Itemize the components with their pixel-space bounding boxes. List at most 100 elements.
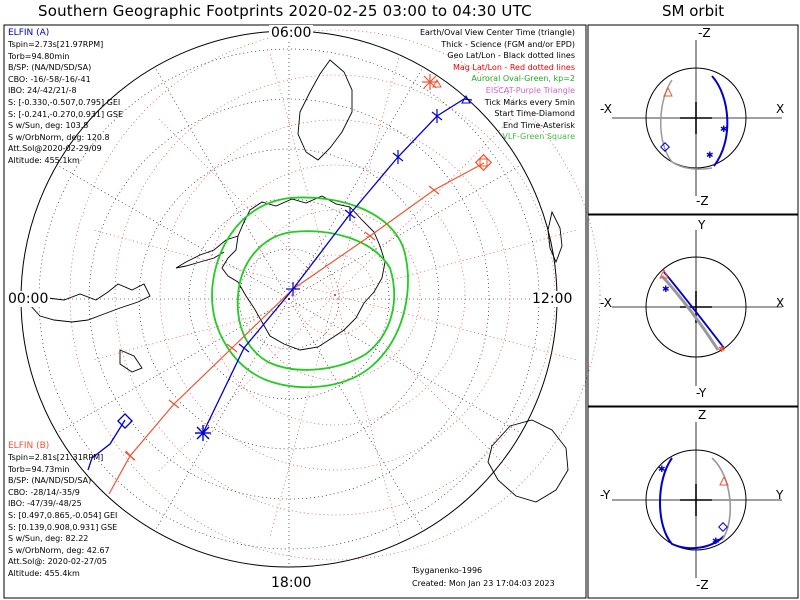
- elfin-b-tick: [428, 185, 440, 195]
- elfin-a-start-diamond: [117, 413, 133, 429]
- elfin-a-track-end: [463, 98, 473, 101]
- geo-longitude-line: [154, 66, 290, 300]
- mag-longitude-line: [334, 294, 400, 537]
- mag-latitude-circle: [69, 29, 601, 561]
- sm1-bottom-label: -Z: [696, 194, 709, 208]
- elfin-b-center-triangle: [432, 78, 442, 88]
- geo-longitude-line: [288, 298, 522, 434]
- elfin-b-line: S: [0.497,0.865,-0.054] GEI: [8, 510, 118, 520]
- sm-orbit-panel-1: ✱ ✱: [612, 40, 782, 196]
- mag-longitude-line: [334, 230, 577, 296]
- mag-longitude-line: [270, 294, 336, 537]
- elfin-b-line: Tspin=2.81s[21.31RPM]: [8, 453, 104, 462]
- legend-item: Earth/Oval View Center Time (triangle): [419, 28, 575, 37]
- sm-b-orbit-trace-3: [659, 457, 725, 550]
- model-credit: Tsyganenko-1996: [412, 566, 483, 575]
- mag-longitude-line: [158, 294, 336, 472]
- elfin-b-tick: [226, 343, 238, 353]
- sm-b-orbit-trace: [711, 75, 729, 167]
- elfin-a-line: Att.Sol@2020-02-29/09: [8, 144, 102, 154]
- time-label-top: 06:00: [269, 25, 314, 41]
- geo-latitude-circle: [238, 248, 340, 350]
- elfin-a-line: S w/Sun, deg: 103.8: [8, 121, 89, 131]
- sm3-left-label: -Y: [600, 488, 611, 502]
- elfin-b-vlf-square: [479, 158, 488, 167]
- elfin-a-line: CBO: -16/-58/-16/-41: [8, 74, 91, 84]
- elfin-a-line: S: [-0.330,-0.507,0.795] GEI: [8, 97, 121, 107]
- geo-longitude-line: [288, 298, 424, 532]
- legend-item: End Time-Asterisk: [502, 120, 575, 130]
- mag-longitude-line: [334, 118, 512, 296]
- auroral-oval-inner: [236, 230, 396, 371]
- created-credit: Created: Mon Jan 23 17:04:03 2023: [412, 579, 555, 588]
- svg-text:✱: ✱: [662, 285, 670, 295]
- legend-item: Start Time-Diamond: [494, 109, 575, 119]
- legend-item: Auroral Oval-Green, kp=2: [471, 74, 575, 84]
- legend-item: Geo Lat/Lon - Black dotted lines: [447, 51, 575, 61]
- svg-text:✱: ✱: [720, 125, 728, 135]
- geo-longitude-line: [154, 298, 290, 532]
- legend-item: VLF-Green Square: [502, 132, 575, 142]
- elfin-b-line: Att.Sol@: 2020-02-27/05: [8, 557, 107, 567]
- elfin-b-line: S w/OrbNorm, deg: 42.67: [8, 545, 110, 555]
- australia-coastline: [487, 419, 569, 503]
- new-zealand-coastline: [547, 210, 563, 264]
- geo-longitude-line: [288, 164, 522, 300]
- elfin-a-info: ELFIN (A) Tspin=2.73s[21.97RPM] Torb=94.…: [8, 27, 123, 167]
- elfin-a-line: S w/OrbNorm, deg: 120.8: [8, 132, 110, 142]
- elfin-b-line: S w/Sun, deg: 82.22: [8, 534, 89, 544]
- mag-longitude-line: [334, 53, 400, 296]
- svg-text:✱: ✱: [706, 151, 714, 161]
- mag-grid: [69, 29, 601, 561]
- elfin-a-line: Tspin=2.73s[21.97RPM]: [8, 40, 104, 49]
- elfin-a-tick-marks: [238, 109, 443, 353]
- sm2-left-label: -X: [600, 296, 612, 310]
- elfin-a-track: [87, 419, 126, 471]
- sm-orbit-panel-2: ✱ ✱: [612, 230, 782, 386]
- elfin-a-end-asterisk: [195, 425, 211, 441]
- elfin-b-start-diamond: [474, 153, 493, 172]
- elfin-b-line: S: [0.139,0.908,0.931] GSE: [8, 522, 118, 532]
- sm1-top-label: -Z: [698, 26, 711, 40]
- mag-longitude-line: [93, 294, 336, 360]
- elfin-b-tick: [124, 451, 136, 461]
- mag-latitude-circle: [204, 164, 466, 426]
- elfin-b-tick: [168, 399, 180, 409]
- mag-longitude-line: [93, 230, 336, 296]
- sm-a-orbit-trace-2: [660, 274, 720, 351]
- legend-item: Mag Lat/Lon - Red dotted lines: [452, 62, 575, 72]
- sm-panel-frame-3: [587, 406, 799, 599]
- elfin-b-tick-marks: [124, 185, 440, 461]
- sm-panel-frame-2: [587, 214, 799, 407]
- sm2-right-label: X: [776, 296, 785, 310]
- mag-latitude-circle: [294, 254, 376, 336]
- polar-map: [20, 29, 601, 568]
- elfin-a-line: IBO: 24/-42/21/-8: [8, 86, 77, 96]
- geo-latitude-circle: [138, 148, 440, 450]
- elfin-b-tick: [364, 231, 376, 241]
- elfin-b-line: Altitude: 455.4km: [8, 568, 80, 578]
- elfin-b-track: [108, 162, 485, 495]
- auroral-oval-outer: [211, 196, 409, 389]
- legend: Earth/Oval View Center Time (triangle) T…: [420, 27, 575, 143]
- sm-orbit-panel-3: ✱ ✱: [612, 422, 782, 578]
- antarctic-peninsula: [175, 235, 239, 269]
- sm3-bottom-label: -Z: [696, 578, 709, 592]
- elfin-a-line: S: [-0.241,-0.270,0.931] GSE: [8, 109, 123, 119]
- sm3-right-label: Y: [776, 488, 784, 502]
- elfin-a-line: Altitude: 455.1km: [8, 155, 80, 165]
- svg-text:✱: ✱: [718, 345, 726, 355]
- elfin-b-line: Torb=94.73min: [8, 464, 70, 474]
- elfin-b-line: B/SP: (NA/ND/SD/SA): [8, 476, 92, 486]
- elfin-b-name: ELFIN (B): [8, 441, 50, 451]
- time-label-right: 12:00: [530, 291, 575, 307]
- sm2-top-label: Y: [698, 218, 706, 232]
- geo-longitude-line: [288, 66, 424, 300]
- elfin-a-line: B/SP: (NA/ND/SD/SA): [8, 63, 92, 73]
- tierra-del-fuego: [119, 349, 143, 373]
- sm2-bottom-label: -Y: [696, 386, 707, 400]
- time-label-bottom: 18:00: [269, 575, 314, 591]
- elfin-a-line: Torb=94.80min: [8, 51, 70, 61]
- sm1-right-label: X: [776, 102, 785, 116]
